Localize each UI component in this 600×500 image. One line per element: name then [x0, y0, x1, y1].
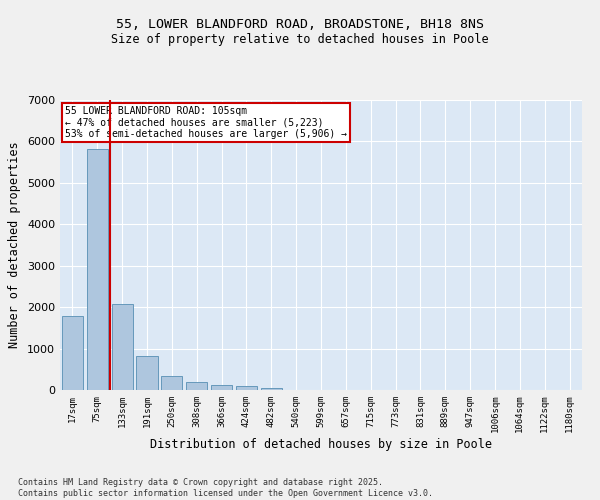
- Bar: [136, 356, 158, 390]
- X-axis label: Distribution of detached houses by size in Poole: Distribution of detached houses by size …: [150, 438, 492, 451]
- Text: 55 LOWER BLANDFORD ROAD: 105sqm
← 47% of detached houses are smaller (5,223)
53%: 55 LOWER BLANDFORD ROAD: 105sqm ← 47% of…: [65, 106, 347, 139]
- Bar: [186, 382, 207, 390]
- Bar: [87, 149, 108, 390]
- Bar: [161, 376, 182, 390]
- Bar: [261, 388, 282, 390]
- Text: Size of property relative to detached houses in Poole: Size of property relative to detached ho…: [111, 34, 489, 46]
- Text: Contains HM Land Registry data © Crown copyright and database right 2025.
Contai: Contains HM Land Registry data © Crown c…: [18, 478, 433, 498]
- Y-axis label: Number of detached properties: Number of detached properties: [8, 142, 22, 348]
- Bar: [211, 386, 232, 390]
- Bar: [112, 304, 133, 390]
- Bar: [62, 316, 83, 390]
- Text: 55, LOWER BLANDFORD ROAD, BROADSTONE, BH18 8NS: 55, LOWER BLANDFORD ROAD, BROADSTONE, BH…: [116, 18, 484, 30]
- Bar: [236, 386, 257, 390]
